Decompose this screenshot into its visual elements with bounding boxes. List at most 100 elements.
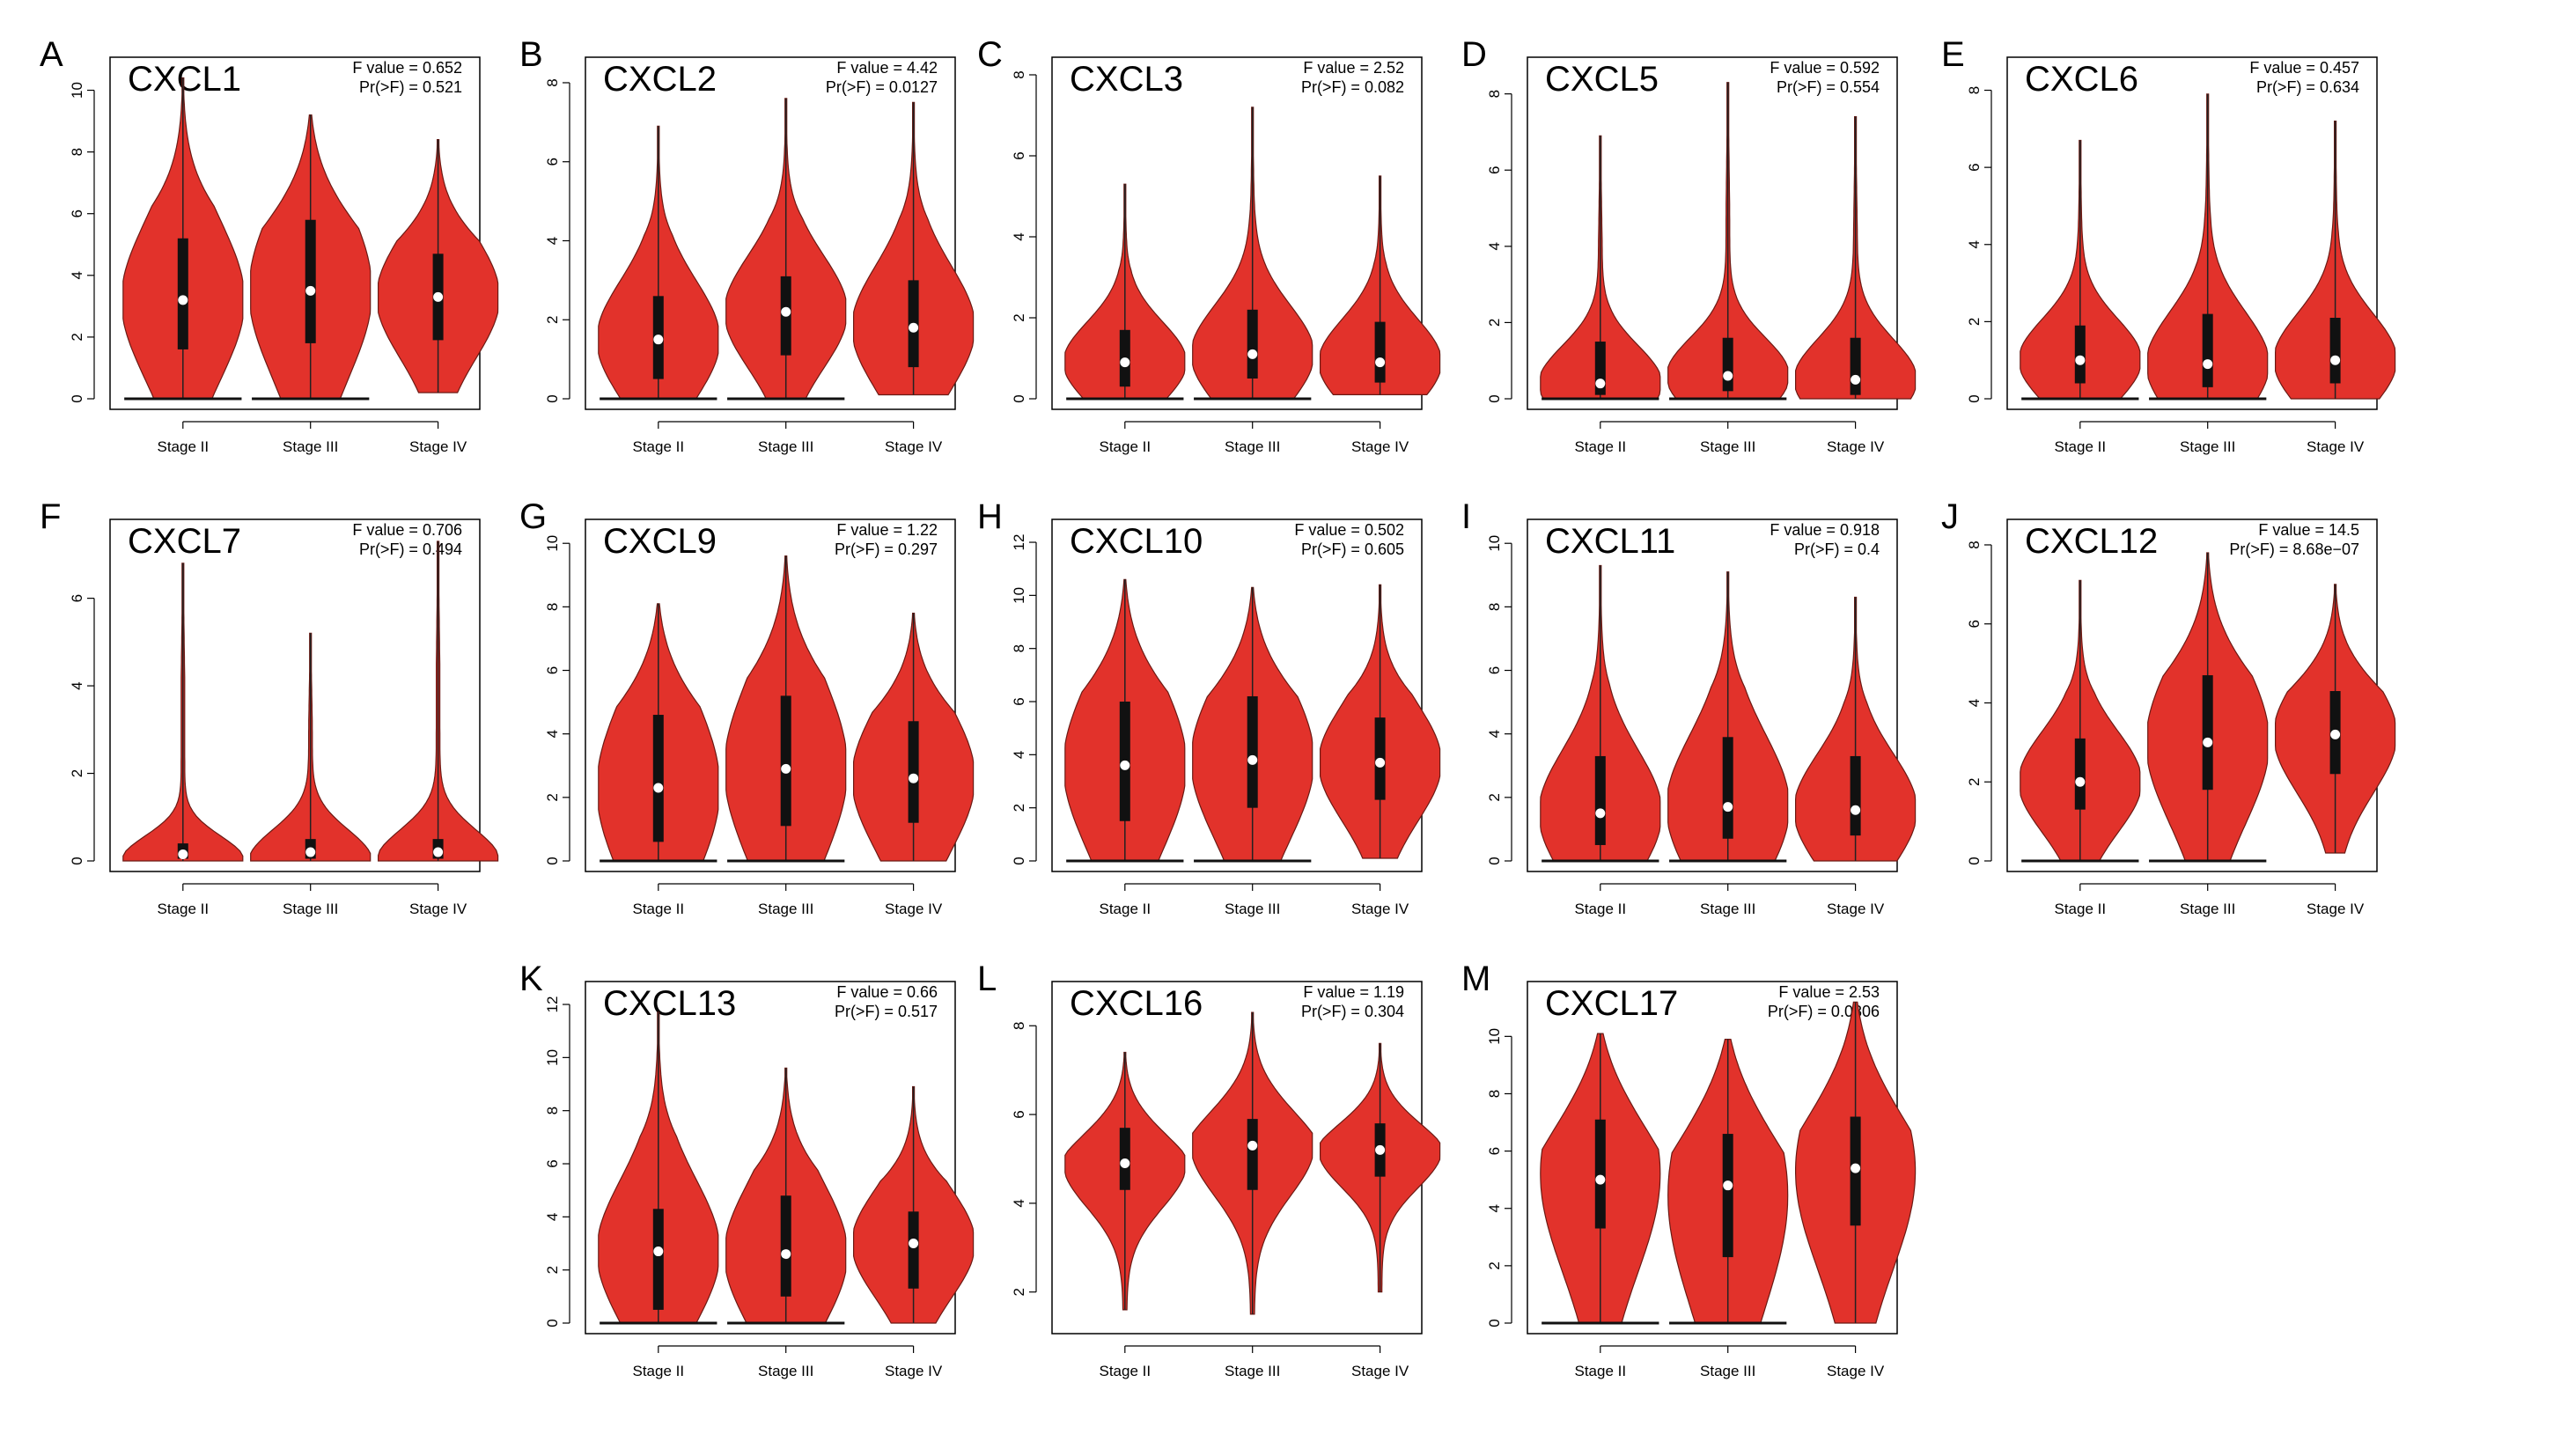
- y-tick-label: 10: [1486, 1028, 1503, 1045]
- plot-frame: [109, 518, 481, 872]
- x-tick-label: Stage III: [2180, 438, 2235, 455]
- y-tick-label: 8: [544, 78, 561, 86]
- panel-letter: D: [1461, 35, 1487, 74]
- gene-title: CXCL9: [603, 522, 717, 561]
- x-tick-label: Stage III: [758, 901, 813, 917]
- y-tick-label: 2: [544, 316, 561, 324]
- iqr-box: [1594, 1119, 1606, 1229]
- f-value-label: F value = 2.53: [1778, 983, 1880, 1001]
- median-dot: [1375, 757, 1386, 768]
- gene-title: CXCL5: [1545, 60, 1659, 99]
- panel-letter: C: [977, 35, 1003, 74]
- gene-title: CXCL13: [603, 984, 736, 1023]
- x-tick-label: Stage IV: [409, 438, 467, 455]
- y-tick-label: 4: [1486, 730, 1503, 738]
- iqr-box: [652, 1209, 664, 1310]
- x-tick-label: Stage II: [632, 1363, 684, 1379]
- y-tick-label: 8: [1011, 70, 1027, 78]
- x-tick-label: Stage II: [632, 438, 684, 455]
- panel-letter: J: [1941, 497, 1959, 536]
- y-tick-label: 6: [1011, 697, 1027, 705]
- y-tick-label: 8: [1486, 90, 1503, 98]
- x-tick-label: Stage III: [1225, 901, 1280, 917]
- iqr-box: [1247, 1119, 1258, 1190]
- iqr-box: [1722, 337, 1733, 392]
- plot-frame: [585, 518, 956, 872]
- y-tick-label: 8: [1011, 1022, 1027, 1030]
- median-dot: [1723, 1180, 1733, 1191]
- pr-f-label: Pr(>F) = 0.0806: [1768, 1003, 1880, 1020]
- median-dot: [2075, 355, 2086, 365]
- x-tick-label: Stage III: [758, 1363, 813, 1379]
- x-tick-label: Stage IV: [1351, 1363, 1409, 1379]
- median-dot: [1120, 1158, 1130, 1169]
- median-dot: [1120, 760, 1130, 770]
- median-dot: [1375, 1144, 1386, 1155]
- y-tick-label: 8: [544, 603, 561, 611]
- median-dot: [1851, 1163, 1861, 1173]
- f-value-label: F value = 1.19: [1303, 983, 1404, 1001]
- plot-frame: [1051, 56, 1423, 410]
- pr-f-label: Pr(>F) = 0.494: [359, 540, 462, 558]
- x-tick-label: Stage IV: [1827, 1363, 1885, 1379]
- y-tick-label: 4: [1966, 699, 1983, 707]
- panel-letter: B: [519, 35, 543, 74]
- y-tick-label: 4: [1011, 751, 1027, 759]
- median-dot: [1247, 754, 1258, 765]
- y-tick-label: 6: [544, 158, 561, 165]
- gene-title: CXCL2: [603, 60, 717, 99]
- y-tick-label: 6: [1486, 1147, 1503, 1155]
- x-tick-label: Stage II: [2054, 438, 2106, 455]
- y-tick-label: 6: [1966, 620, 1983, 628]
- x-tick-label: Stage IV: [885, 438, 943, 455]
- iqr-box: [1850, 337, 1861, 395]
- y-tick-label: 6: [69, 210, 85, 217]
- x-tick-label: Stage IV: [1351, 901, 1409, 917]
- panel-k: K CXCL13 F value = 0.66 Pr(>F) = 0.517 0 2 4 6 8…: [519, 960, 975, 1379]
- median-dot: [1595, 808, 1606, 819]
- x-tick-label: Stage III: [2180, 901, 2235, 917]
- y-tick-label: 2: [69, 769, 85, 777]
- median-dot: [1595, 379, 1606, 389]
- y-tick-label: 2: [1486, 793, 1503, 801]
- y-tick-label: 8: [69, 148, 85, 156]
- y-tick-label: 2: [1966, 778, 1983, 786]
- y-tick-label: 0: [69, 394, 85, 402]
- y-tick-label: 8: [1966, 86, 1983, 94]
- pr-f-label: Pr(>F) = 0.517: [835, 1003, 938, 1020]
- y-tick-label: 8: [1486, 1090, 1503, 1098]
- median-dot: [2203, 737, 2213, 747]
- median-dot: [1375, 357, 1386, 368]
- f-value-label: F value = 0.652: [352, 59, 462, 77]
- f-value-label: F value = 0.592: [1770, 59, 1880, 77]
- plot-frame: [1051, 518, 1423, 872]
- y-tick-label: 6: [1966, 163, 1983, 171]
- x-tick-label: Stage IV: [1827, 901, 1885, 917]
- y-tick-label: 2: [1486, 319, 1503, 327]
- median-dot: [781, 306, 791, 317]
- y-tick-label: 8: [544, 1107, 561, 1114]
- median-dot: [909, 773, 919, 783]
- y-tick-label: 4: [69, 271, 85, 279]
- y-tick-label: 0: [1966, 857, 1983, 864]
- iqr-box: [1850, 755, 1861, 836]
- x-tick-label: Stage III: [1700, 1363, 1755, 1379]
- median-dot: [178, 849, 188, 860]
- iqr-box: [1722, 737, 1733, 839]
- median-dot: [1120, 357, 1130, 368]
- y-tick-label: 0: [69, 857, 85, 864]
- panel-letter: K: [519, 960, 543, 998]
- y-tick-label: 4: [544, 1213, 561, 1221]
- pr-f-label: Pr(>F) = 0.082: [1301, 78, 1404, 96]
- median-dot: [305, 847, 316, 857]
- y-tick-label: 6: [1486, 666, 1503, 674]
- y-tick-label: 0: [544, 1319, 561, 1327]
- iqr-box: [2329, 318, 2341, 384]
- iqr-box: [2074, 738, 2086, 810]
